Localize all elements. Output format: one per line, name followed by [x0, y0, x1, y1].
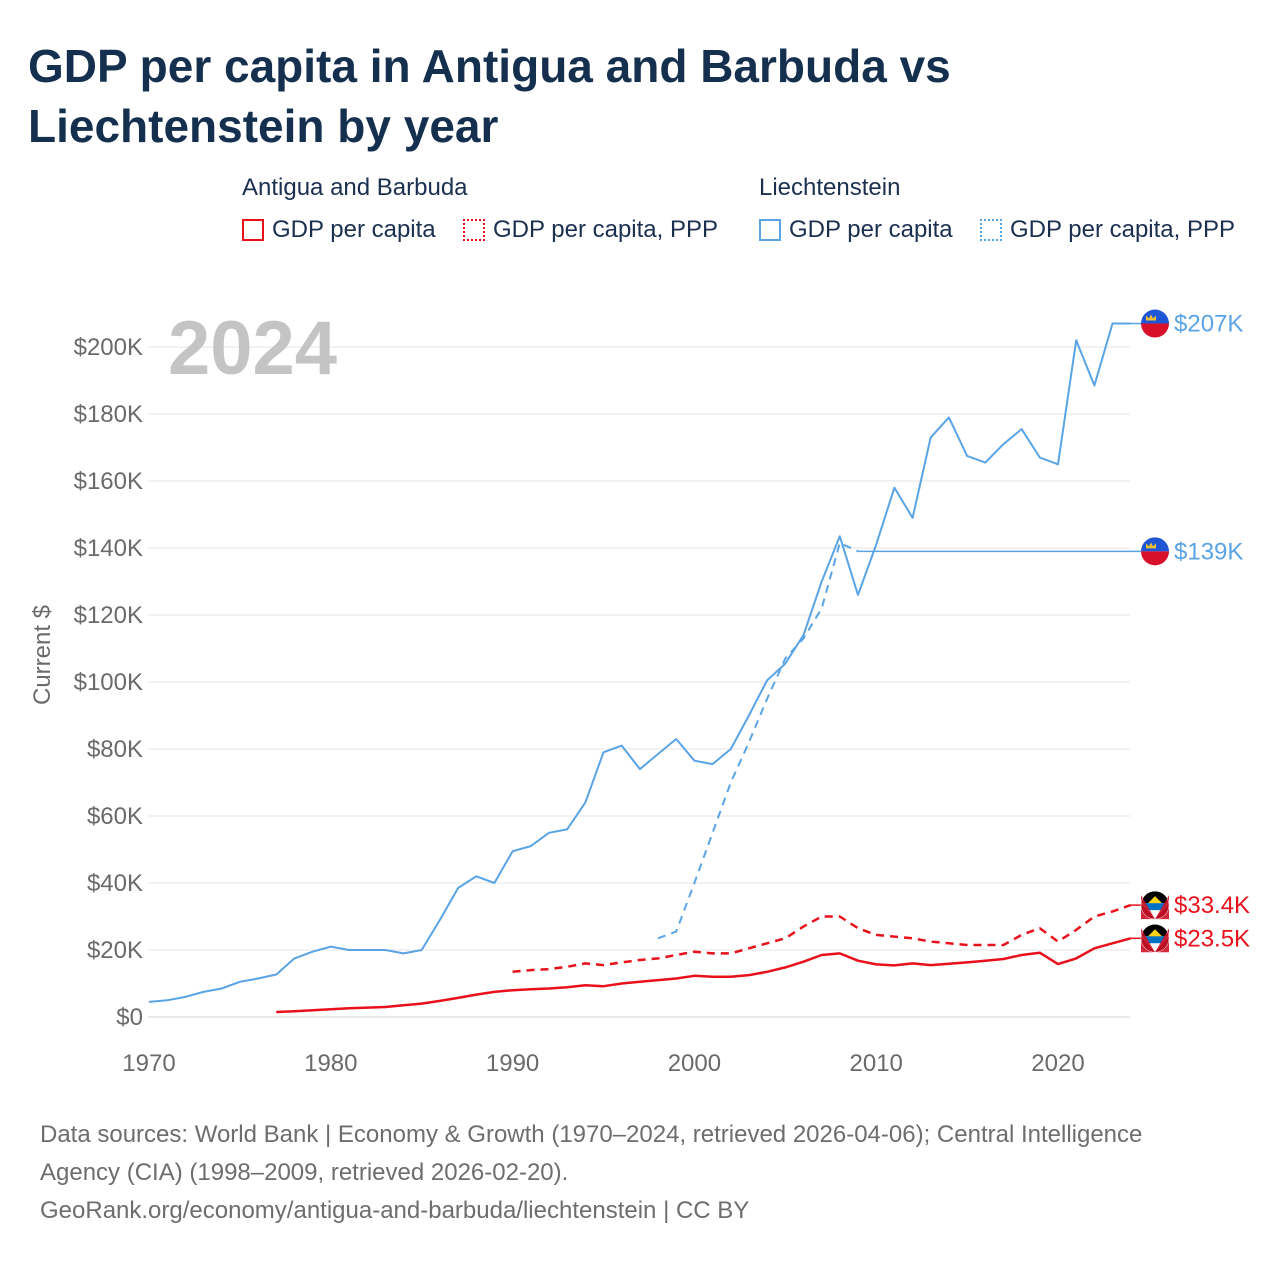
y-tick-label: $180K: [74, 401, 143, 428]
footer-source-line-2: Agency (CIA) (1998–2009, retrieved 2026-…: [40, 1159, 569, 1186]
legend-group-liechtenstein: Liechtenstein: [759, 174, 901, 201]
legend-antigua-gdp-label: GDP per capita: [272, 216, 436, 243]
y-tick-label: $40K: [87, 870, 143, 897]
y-tick-label: $60K: [87, 803, 143, 830]
series-end-label: $139K: [1174, 538, 1243, 565]
footer-source-line-1: Data sources: World Bank | Economy & Gro…: [40, 1121, 1143, 1148]
x-tick-label: 1970: [122, 1050, 175, 1077]
liechtenstein-flag-icon: [1141, 537, 1169, 566]
y-tick-label: $120K: [74, 602, 143, 629]
series-line[interactable]: [148, 322, 1131, 1003]
legend-antigua-ppp[interactable]: GDP per capita, PPP: [463, 216, 718, 244]
legend-liechtenstein-ppp-swatch: [980, 219, 1002, 241]
series-line[interactable]: [512, 903, 1132, 974]
y-tick-label: $0: [116, 1004, 143, 1031]
legend-liechtenstein-ppp[interactable]: GDP per capita, PPP: [980, 216, 1235, 244]
x-tick-label: 2020: [1031, 1050, 1084, 1077]
y-tick-label: $140K: [74, 535, 143, 562]
chart-title: GDP per capita in Antigua and Barbuda vs…: [28, 40, 951, 152]
year-watermark: 2024: [168, 306, 337, 391]
y-axis-title: Current $: [29, 605, 56, 705]
legend-liechtenstein-ppp-label: GDP per capita, PPP: [1010, 216, 1235, 243]
series-end-label: $33.4K: [1174, 892, 1250, 919]
legend-group-antigua: Antigua and Barbuda: [242, 174, 468, 201]
series-layer: [148, 322, 1132, 1014]
footer: Data sources: World Bank | Economy & Gro…: [40, 1116, 1250, 1230]
series-end-label: $23.5K: [1174, 925, 1250, 952]
legend-liechtenstein-gdp-label: GDP per capita: [789, 216, 953, 243]
antigua-flag-icon: [1140, 890, 1170, 920]
series-line[interactable]: [657, 542, 859, 940]
grid-layer: $0 $20K $40K $60K $80K $100K $120K $140K $160K $1…: [74, 334, 1130, 1077]
series-end-label: $207K: [1174, 311, 1243, 338]
y-tick-label: $20K: [87, 937, 143, 964]
series-line[interactable]: [276, 937, 1132, 1014]
x-tick-label: 1980: [304, 1050, 357, 1077]
legend-antigua-ppp-swatch: [463, 219, 485, 241]
y-tick-label: $80K: [87, 736, 143, 763]
line-chart: $0 $20K $40K $60K $80K $100K $120K $140K $160K $1…: [29, 306, 1250, 1077]
y-tick-label: $200K: [74, 334, 143, 361]
legend-antigua-gdp-swatch: [242, 219, 264, 241]
legend-liechtenstein-gdp-swatch: [759, 219, 781, 241]
y-tick-label: $100K: [74, 669, 143, 696]
footer-url[interactable]: GeoRank.org/economy/antigua-and-barbuda/…: [40, 1197, 750, 1224]
y-tick-label: $160K: [74, 468, 143, 495]
x-tick-label: 2000: [668, 1050, 721, 1077]
end-marker-layer: $207K $139K $33.4K $23.5K: [858, 309, 1250, 953]
legend-liechtenstein-gdp[interactable]: GDP per capita: [759, 216, 953, 244]
legend-antigua-ppp-label: GDP per capita, PPP: [493, 216, 718, 243]
x-tick-label: 1990: [486, 1050, 539, 1077]
x-tick-label: 2010: [850, 1050, 903, 1077]
antigua-flag-icon: [1140, 924, 1170, 953]
liechtenstein-flag-icon: [1141, 309, 1169, 338]
legend-antigua-gdp[interactable]: GDP per capita: [242, 216, 436, 244]
